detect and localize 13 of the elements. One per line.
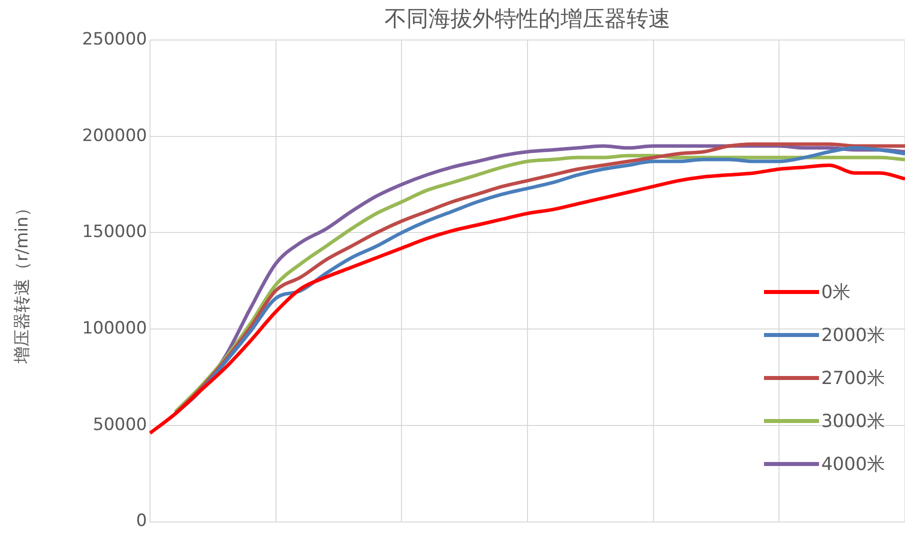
y-tick-label: 150000 [82,222,147,242]
chart-title: 不同海拔外特性的增压器转速 [384,6,672,34]
legend-label: 2700米 [821,366,885,390]
y-tick-label: 100000 [82,318,147,338]
legend-label: 0米 [821,280,851,304]
y-tick-label: 0 [136,511,147,532]
y-tick-label: 50000 [92,414,147,435]
legend-label: 3000米 [821,410,885,432]
legend-label: 4000米 [821,452,885,476]
y-tick-label: 200000 [82,126,147,146]
y-tick-label: 250000 [82,29,147,50]
legend-label: 2000米 [821,324,885,346]
y-axis-title: 增压器转速（r/min） [12,198,34,366]
